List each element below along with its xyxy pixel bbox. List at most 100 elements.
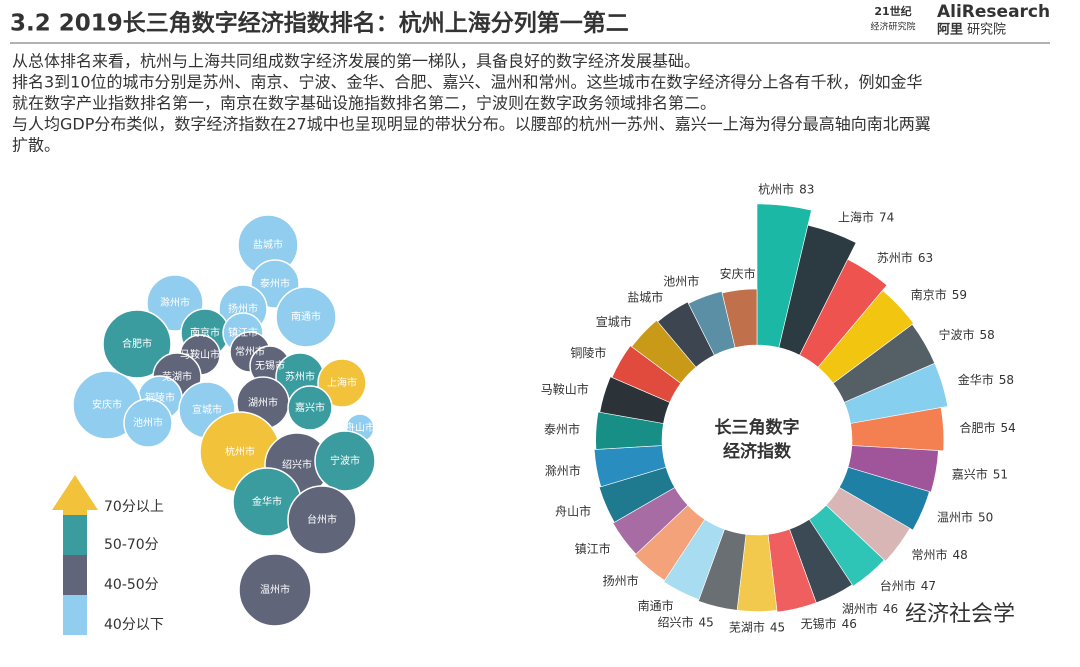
bar <box>850 407 945 452</box>
value-label: 54 <box>1000 421 1015 435</box>
map-city-label: 滁州市 <box>160 296 190 309</box>
bar <box>817 289 915 384</box>
bar-label: 杭州市 83 <box>758 181 814 196</box>
legend-swatch <box>63 555 87 595</box>
map-region <box>102 309 172 379</box>
bar <box>688 290 736 356</box>
map-city-label: 安庆市 <box>92 398 122 411</box>
category-label: 温州市 <box>937 509 973 524</box>
map-region <box>314 430 376 492</box>
map-city-label: 杭州市 <box>225 445 255 458</box>
bar <box>657 301 715 368</box>
map-city-label: 池州市 <box>133 416 163 429</box>
bar-label: 舟山市 <box>555 503 591 518</box>
map-region <box>123 398 173 448</box>
category-label: 马鞍山市 <box>541 381 589 396</box>
map-city-label: 台州市 <box>307 513 337 526</box>
map-region <box>317 358 367 408</box>
bar-label: 铜陵市 <box>570 345 606 360</box>
logo-right: 阿里 <box>937 23 963 38</box>
category-label: 嘉兴市 <box>952 466 988 481</box>
paragraph-line: 排名3到10位的城市分别是苏州、南京、宁波、金华、合肥、嘉兴、温州和常州。这些城… <box>12 73 923 92</box>
logo-right: AliResearch <box>937 2 1050 22</box>
map-city-label: 合肥市 <box>122 337 152 350</box>
value-label: 46 <box>842 617 857 631</box>
logo-left: 21世纪 <box>874 4 911 18</box>
category-label: 金华市 <box>958 371 994 386</box>
bar <box>721 288 758 348</box>
map-region <box>287 485 357 555</box>
bar-label: 马鞍山市 <box>541 381 589 396</box>
value-label: 74 <box>879 210 894 224</box>
map-city-label: 无锡市 <box>255 359 285 372</box>
map-city-label: 泰州市 <box>260 277 290 290</box>
bar <box>838 466 930 531</box>
category-label: 扬州市 <box>603 573 639 588</box>
bar-label: 安庆市 <box>720 266 756 281</box>
bar <box>697 528 747 611</box>
bar-label: 金华市 58 <box>958 371 1014 386</box>
value-label: 50 <box>978 510 993 524</box>
map-city-label: 芜湖市 <box>162 370 192 383</box>
legend-label: 40分以下 <box>104 617 164 633</box>
map-city-label: 温州市 <box>260 583 290 596</box>
category-label: 绍兴市 <box>657 614 693 629</box>
value-label: 47 <box>921 579 936 593</box>
bar-label: 无锡市 46 <box>801 616 857 631</box>
value-label: 83 <box>799 182 814 196</box>
bar <box>825 487 911 562</box>
bar <box>808 504 885 587</box>
bar-label: 盐城市 <box>627 289 663 304</box>
map-city-label: 金华市 <box>252 495 282 508</box>
paragraph-line: 从总体排名来看，杭州与上海共同组成数字经济发展的第一梯队，具备良好的数字经济发展… <box>12 52 700 71</box>
map-city-label: 绍兴市 <box>282 458 312 471</box>
map-city-label: 上海市 <box>327 376 357 389</box>
map-city-label: 苏州市 <box>285 370 315 383</box>
map-city-label: 宁波市 <box>330 454 360 467</box>
map-region <box>275 286 337 348</box>
bar-label: 上海市 74 <box>838 209 894 224</box>
legend-swatch <box>63 515 87 555</box>
bar-label: 滁州市 <box>545 463 581 478</box>
bar <box>778 224 857 356</box>
bar-label: 芜湖市 45 <box>729 619 785 634</box>
bar <box>631 319 697 384</box>
map-city-label: 铜陵市 <box>145 391 175 404</box>
paragraph-line: 与人均GDP分布类似，数字经济指数在27城中也呈现明显的带状分布。以腰部的杭州一… <box>12 115 931 134</box>
map-city-label: 舟山市 <box>345 421 375 434</box>
category-label: 南通市 <box>638 598 674 613</box>
category-label: 镇江市 <box>575 540 611 555</box>
category-label: 滁州市 <box>545 463 581 478</box>
map-city-label: 湖州市 <box>248 396 278 409</box>
value-label: 63 <box>918 250 933 264</box>
category-label: 合肥市 <box>959 420 995 435</box>
value-label: 48 <box>953 548 968 562</box>
map-region <box>287 385 333 431</box>
bar-label: 嘉兴市 51 <box>952 466 1008 481</box>
bar-label: 南京市 59 <box>911 286 967 301</box>
map-city-label: 嘉兴市 <box>295 401 325 414</box>
legend-arrow <box>52 475 98 515</box>
bar <box>663 518 725 600</box>
category-label: 铜陵市 <box>570 345 606 360</box>
bar <box>847 445 939 493</box>
category-label: 台州市 <box>880 578 916 593</box>
category-label: 安庆市 <box>720 266 756 281</box>
value-label: 51 <box>993 467 1008 481</box>
category-label: 南京市 <box>911 286 947 301</box>
legend-swatch <box>63 595 87 635</box>
bar-label: 宣城市 <box>596 313 632 328</box>
bar <box>599 376 671 424</box>
bar <box>595 411 664 450</box>
map-city-label: 马鞍山市 <box>180 348 220 361</box>
bar-label: 苏州市 63 <box>877 249 933 264</box>
bar-label: 扬州市 <box>603 573 639 588</box>
value-label: 59 <box>952 287 967 301</box>
bar <box>767 528 817 613</box>
bar <box>593 445 667 488</box>
bar-label: 常州市 48 <box>911 547 967 562</box>
bar-label: 台州市 47 <box>880 578 936 593</box>
bar-label: 湖州市 46 <box>842 601 898 616</box>
bar-label: 绍兴市 45 <box>657 614 713 629</box>
